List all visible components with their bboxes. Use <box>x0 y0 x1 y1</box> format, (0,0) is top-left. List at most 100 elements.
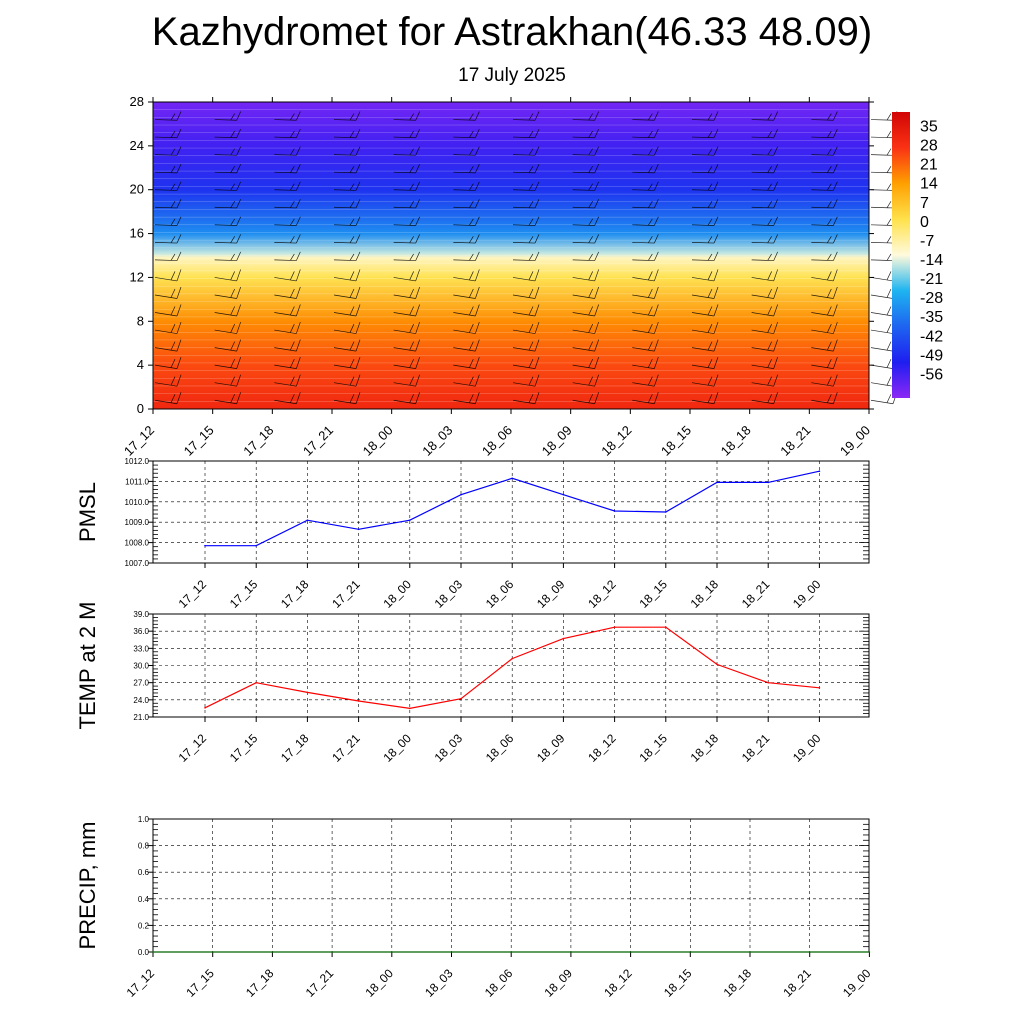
y-tick-label: 28 <box>130 94 144 109</box>
wind-barb <box>572 374 599 387</box>
colorbar-label: -21 <box>920 271 943 288</box>
y-tick-label: 1009.0 <box>125 518 150 527</box>
wind-barb <box>512 199 540 209</box>
y-tick-label: 0.2 <box>138 921 150 930</box>
data-point <box>331 951 333 953</box>
y-tick-label: 33.0 <box>133 644 149 653</box>
x-tick-label: 17_18 <box>243 966 277 1000</box>
wind-barb <box>632 164 659 174</box>
wind-barb <box>572 357 599 369</box>
wind-barb <box>453 251 480 261</box>
wind-barb <box>632 199 659 209</box>
data-point <box>570 951 572 953</box>
data-point <box>391 951 393 953</box>
wind-barb <box>512 111 540 121</box>
wind-barb <box>691 269 719 282</box>
x-tick-label: 17_12 <box>176 577 210 611</box>
wind-barb <box>393 251 420 261</box>
wind-barb <box>393 339 420 352</box>
colorbar-ramp <box>892 112 910 398</box>
wind-barb <box>691 304 719 317</box>
wind-barb <box>811 199 838 209</box>
y-tick-label: 24 <box>130 138 144 153</box>
x-tick-label: 18_18 <box>688 731 722 765</box>
colorbar-label: -14 <box>920 252 943 269</box>
wind-barb <box>572 321 599 334</box>
wind-barb <box>333 251 361 261</box>
wind-barb <box>393 146 420 156</box>
wind-barb <box>274 304 301 317</box>
data-point <box>716 663 718 666</box>
heatmap-warm-area <box>490 339 811 409</box>
wind-barb <box>751 374 778 387</box>
wind-barb <box>691 286 719 299</box>
wind-barb <box>214 199 241 209</box>
y-tick-label: 0.8 <box>138 842 150 851</box>
x-tick-label: 18_12 <box>601 966 635 1000</box>
colorbar: 35 28 21 14 7 0 -7 -14 -21 -28 -35 -42 -49 -56 <box>892 112 943 398</box>
wind-barb <box>691 339 719 352</box>
y-tick-label: 1010.0 <box>125 498 150 507</box>
x-tick-label: 18_21 <box>739 577 773 611</box>
wind-barb <box>214 216 241 226</box>
x-tick-label: 18_15 <box>636 731 670 765</box>
colorbar-label: -35 <box>920 309 943 326</box>
y-tick-label: 4 <box>137 357 144 372</box>
x-tick-label: 17_15 <box>183 966 217 1000</box>
wind-barb <box>214 392 241 405</box>
wind-barb <box>154 234 182 244</box>
y-tick-label: 36.0 <box>133 627 149 636</box>
wind-barb <box>154 251 182 261</box>
x-tick-label: 18_06 <box>483 577 517 611</box>
y-tick-label: 1012.0 <box>125 457 150 466</box>
data-point <box>460 697 462 700</box>
wind-barb <box>691 128 719 139</box>
colorbar-label: -56 <box>920 366 943 383</box>
wind-barb <box>632 374 659 387</box>
x-tick-label: 18_09 <box>542 966 576 1000</box>
data-point <box>689 951 692 953</box>
wind-barb <box>691 111 719 121</box>
wind-barb <box>751 216 778 226</box>
wind-barb <box>214 146 241 156</box>
wind-barb <box>453 234 480 244</box>
wind-barb <box>393 304 420 317</box>
x-tick-label: 18_21 <box>777 423 813 459</box>
x-tick-label: 18_09 <box>534 731 568 765</box>
wind-barb <box>154 392 182 405</box>
wind-barb <box>811 216 838 226</box>
wind-barb <box>811 374 838 387</box>
wind-barb <box>512 216 540 226</box>
wind-barb <box>691 181 719 191</box>
data-point <box>767 681 769 684</box>
wind-barb <box>572 251 599 261</box>
wind-barb <box>214 269 241 282</box>
x-tick-label: 17_21 <box>300 423 336 459</box>
wind-barb <box>751 128 778 139</box>
wind-barb <box>154 164 182 174</box>
wind-barb <box>512 181 540 191</box>
wind-barb <box>512 286 540 299</box>
wind-barb <box>572 164 599 174</box>
wind-barb <box>453 357 480 369</box>
wind-barb <box>333 304 361 317</box>
wind-barb <box>572 269 599 282</box>
wind-barb <box>274 269 301 282</box>
data-point <box>562 637 565 640</box>
wind-barb <box>632 181 659 191</box>
data-point <box>868 951 871 953</box>
x-tick-label: 18_21 <box>780 966 814 1000</box>
wind-barb <box>811 181 838 191</box>
wind-barb <box>393 111 420 121</box>
wind-barb <box>393 357 420 369</box>
wind-barb <box>333 392 361 405</box>
wind-barb <box>333 286 361 299</box>
wind-barb <box>154 286 182 299</box>
wind-barb <box>751 304 778 317</box>
y-tick-label: 12 <box>130 269 144 284</box>
data-point <box>306 519 309 521</box>
wind-barb <box>632 251 659 261</box>
wind-barb <box>632 269 659 282</box>
wind-barb <box>393 199 420 209</box>
